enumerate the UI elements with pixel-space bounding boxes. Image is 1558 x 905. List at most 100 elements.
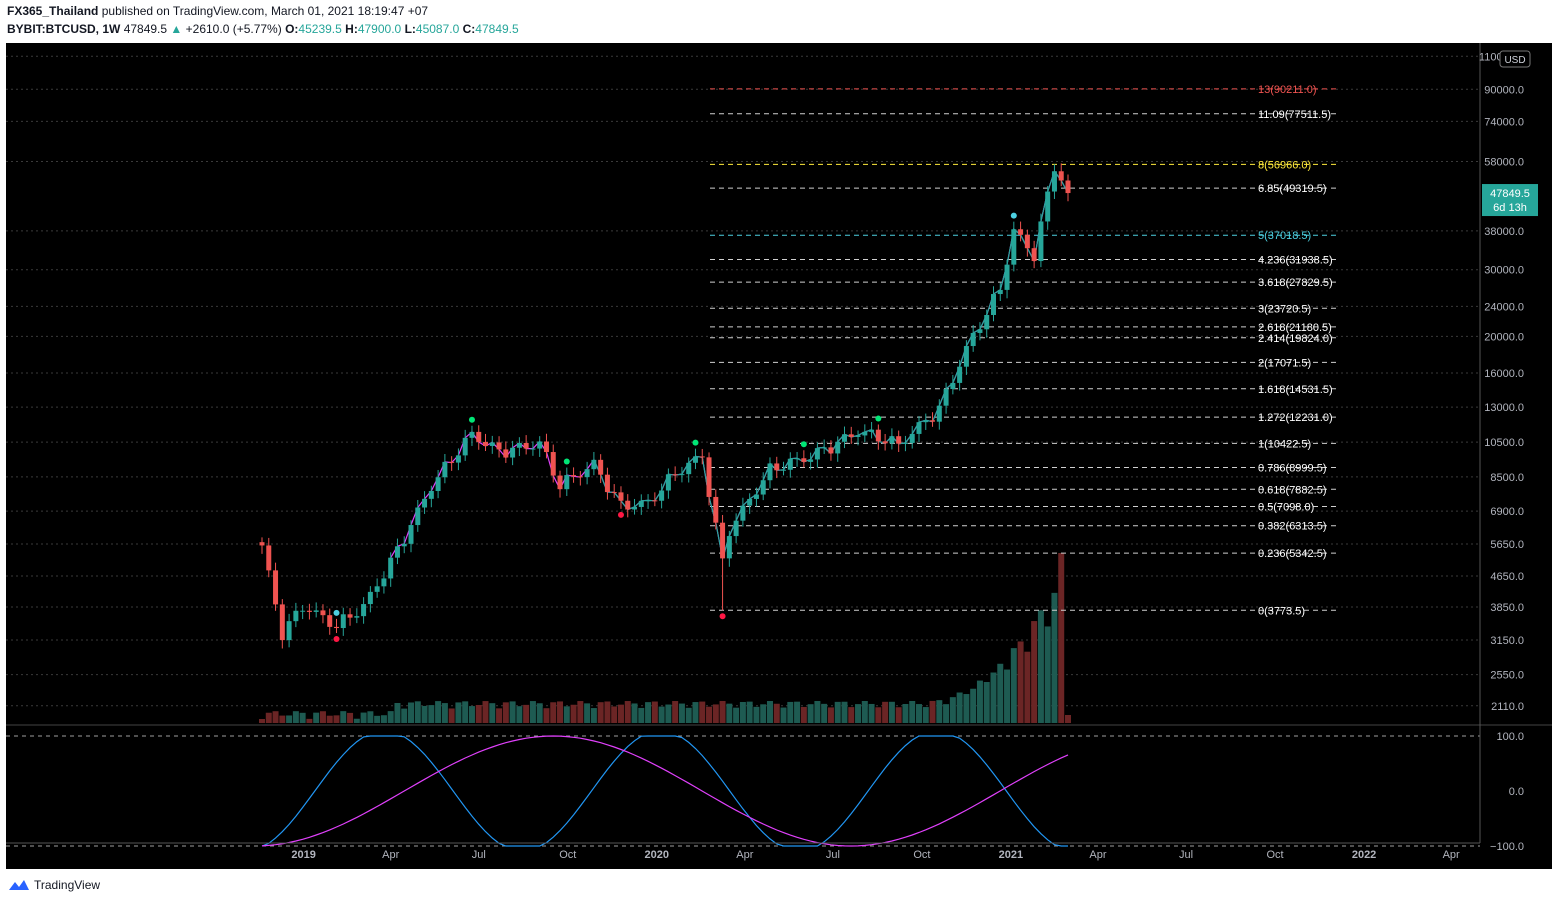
volume-bar [651, 701, 658, 723]
time-tick-label: Apr [1443, 849, 1460, 861]
volume-bar [347, 712, 354, 723]
close-value: 47849.5 [475, 22, 519, 36]
volume-bar [929, 700, 936, 723]
volume-bar [855, 704, 862, 723]
time-tick-label: Oct [559, 849, 576, 861]
candle-body [510, 447, 516, 458]
volume-bar [1010, 648, 1017, 723]
candle-body [638, 500, 644, 507]
candle-body [469, 431, 475, 438]
last-price: 47849.5 [123, 22, 168, 36]
time-tick-label: Oct [913, 849, 930, 861]
volume-bar [543, 708, 550, 723]
volume-bar [387, 711, 394, 723]
time-axis[interactable]: 2019 Apr Jul Oct 2020 Apr Jul Oct 2021 Apr Jul Oct 2… [6, 842, 1480, 861]
volume-bar [489, 703, 496, 723]
volume-bar [326, 715, 333, 723]
open-value: 45239.5 [298, 22, 342, 36]
publish-info: FX365_Thailand published on TradingView.… [7, 4, 428, 18]
pivot-marker [333, 636, 340, 643]
time-tick-label: Jul [826, 849, 840, 861]
candle-body [1038, 221, 1044, 262]
chart-canvas[interactable]: 13(90211.0) 11.09(77511.5) 8(56966.0) 6.85(… [6, 43, 1552, 869]
volume-bar [956, 692, 963, 723]
price-tick-label: 3150.0 [1490, 635, 1524, 647]
pivot-marker [719, 613, 726, 620]
candle-body [672, 474, 678, 476]
symbol-name[interactable]: BYBIT:BTCUSD, 1W [7, 22, 121, 36]
candle-body [1058, 171, 1064, 181]
candle-body [598, 459, 604, 475]
candle-body [523, 442, 529, 449]
oscillator-fast-line [261, 735, 1068, 847]
chart-svg[interactable]: 13(90211.0) 11.09(77511.5) 8(56966.0) 6.85(… [6, 43, 1552, 869]
volume-bar [353, 718, 360, 723]
oscillator-tick-label: 0.0 [1509, 786, 1524, 798]
candle-body [997, 289, 1003, 295]
time-tick-label: 2022 [1352, 849, 1376, 861]
oscillator-tick-label: −100.0 [1490, 841, 1524, 853]
bar-countdown-label: 6d 13h [1493, 202, 1527, 214]
candle-body [801, 458, 807, 462]
candle-body [747, 498, 753, 506]
volume-bar [536, 703, 543, 723]
candle-body [455, 455, 461, 463]
candle-body [584, 469, 590, 478]
fib-level-label: 6.85(49319.5) [1258, 183, 1327, 195]
volume-bar [414, 701, 421, 723]
price-tick-label: 3850.0 [1490, 602, 1524, 614]
fib-level-label: 1.618(14531.5) [1258, 384, 1333, 396]
volume-bar [259, 719, 265, 723]
candle-body [970, 332, 976, 347]
time-tick-label: Oct [1267, 849, 1284, 861]
volume-bar [787, 701, 794, 723]
candle-body [496, 442, 502, 450]
candle-body [361, 604, 367, 617]
volume-bar [523, 704, 530, 723]
volume-bar [685, 707, 692, 723]
candle-body [564, 475, 570, 490]
pivot-markers [333, 212, 1017, 643]
volume-bar [557, 701, 564, 723]
candle-body [740, 505, 746, 521]
candle-body [1024, 234, 1030, 249]
volume-bar [794, 701, 801, 723]
price-axis[interactable]: 110000.090000.074000.058000.038000.03000… [1479, 43, 1538, 853]
candle-body [950, 382, 956, 390]
volume-bar [313, 712, 320, 723]
volume-bar [617, 704, 624, 723]
price-tick-label: 2550.0 [1490, 670, 1524, 682]
brand-name: TradingView [34, 878, 101, 892]
candle-body [367, 591, 373, 605]
volume-bar [265, 712, 272, 723]
tradingview-footer[interactable]: TradingView [8, 878, 100, 892]
candle-body [930, 420, 936, 422]
candle-body [733, 520, 739, 537]
candle-body [1018, 229, 1024, 235]
volume-bar [563, 706, 570, 723]
candle-body [726, 536, 732, 559]
volume-bar [577, 701, 584, 723]
volume-bar [766, 701, 773, 723]
volume-bar [922, 707, 929, 723]
volume-bar [286, 715, 293, 723]
candle-body [306, 610, 312, 612]
fib-level-label: 11.09(77511.5) [1258, 109, 1331, 121]
price-tick-label: 24000.0 [1484, 301, 1524, 313]
volume-bar [882, 701, 889, 723]
candle-body [354, 616, 360, 618]
candle-body [1004, 264, 1010, 290]
candle-body [902, 442, 908, 444]
price-tick-label: 6900.0 [1490, 506, 1524, 518]
fib-level-label: 2.414(19824.0) [1258, 333, 1333, 345]
currency-badge [1499, 50, 1531, 68]
candle-body [692, 456, 698, 463]
price-candles[interactable] [259, 163, 1071, 649]
candle-body [875, 429, 881, 442]
volume-bar [380, 715, 387, 723]
volume-bar [1037, 610, 1044, 723]
volume-bar [943, 704, 950, 723]
candle-body [577, 476, 583, 478]
author-name[interactable]: FX365_Thailand [7, 4, 99, 18]
fibonacci-levels[interactable]: 13(90211.0) 11.09(77511.5) 8(56966.0) 6.85(… [710, 84, 1336, 617]
